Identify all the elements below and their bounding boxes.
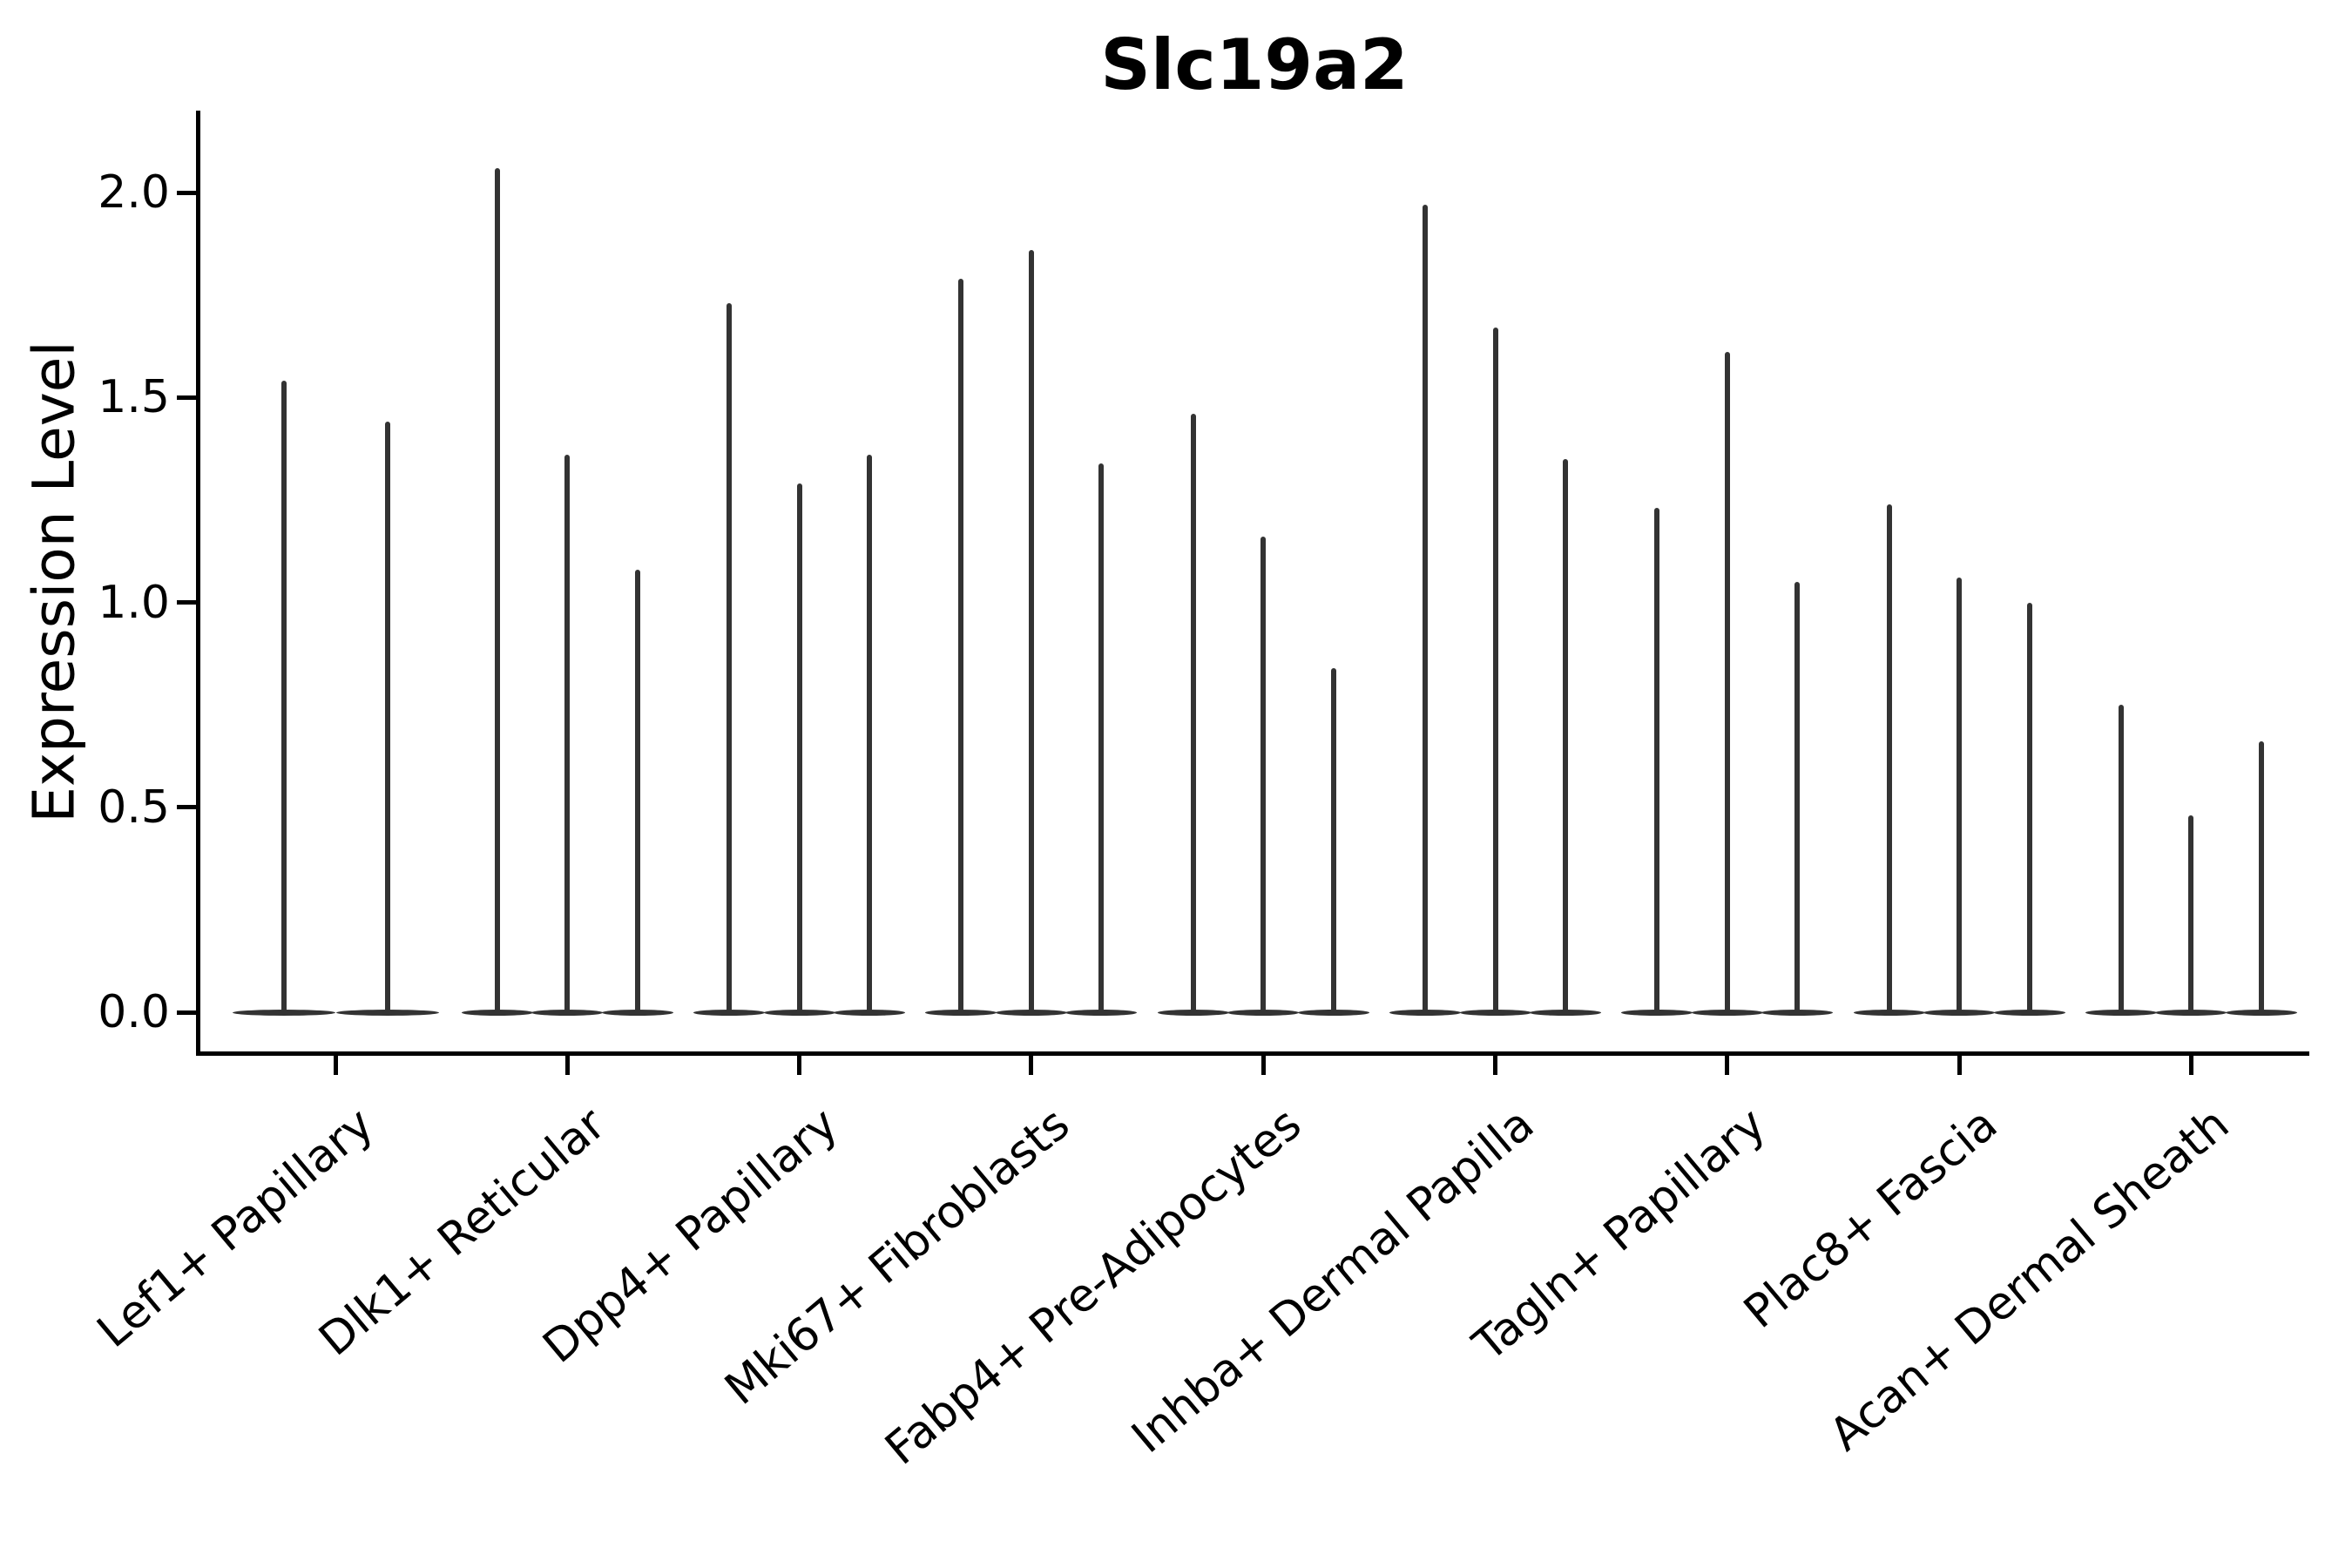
violin-base <box>531 1009 604 1016</box>
x-tick <box>1725 1056 1730 1075</box>
violin-base <box>1923 1009 1996 1016</box>
y-tick <box>177 395 196 400</box>
violin-spike <box>2258 741 2264 1012</box>
violin-base <box>1853 1009 1925 1016</box>
y-tick <box>177 805 196 810</box>
y-tick-label: 1.0 <box>98 576 170 629</box>
violin-spike <box>1886 504 1892 1012</box>
violin-base <box>1065 1009 1138 1016</box>
violin-base <box>693 1009 766 1016</box>
violin-base <box>461 1009 533 1016</box>
violin-base <box>763 1009 835 1016</box>
violin-base <box>1227 1009 1300 1016</box>
violin-base <box>1993 1009 2065 1016</box>
violin-spike <box>494 167 500 1012</box>
violin-base <box>1621 1009 1693 1016</box>
violin-spike <box>2026 602 2032 1012</box>
violin-base <box>335 1009 439 1016</box>
violin-base <box>1761 1009 1834 1016</box>
violin-spike <box>280 381 287 1012</box>
violin-base <box>1389 1009 1461 1016</box>
x-tick <box>797 1056 802 1075</box>
violin-spike <box>1654 508 1660 1012</box>
y-tick <box>177 600 196 605</box>
violin-spike <box>564 455 571 1012</box>
x-tick <box>1493 1056 1497 1075</box>
violin-base <box>2225 1009 2297 1016</box>
violin-spike <box>1492 328 1498 1012</box>
violin-spike <box>1190 414 1196 1012</box>
violin-spike <box>1794 581 1801 1012</box>
violin-base <box>1530 1009 1601 1016</box>
violin-spike <box>958 278 964 1012</box>
x-tick <box>1957 1056 1962 1075</box>
x-tick <box>1260 1056 1266 1075</box>
violin-base <box>2155 1009 2227 1016</box>
violin-spike <box>1098 463 1105 1012</box>
y-tick-label: 1.5 <box>98 371 170 424</box>
x-tick <box>333 1056 338 1075</box>
violin-spike <box>796 483 802 1012</box>
violin-spike <box>2188 815 2194 1012</box>
violin-base <box>834 1009 906 1016</box>
x-tick <box>2188 1056 2193 1075</box>
violin-spike <box>1957 578 1963 1012</box>
violin-base <box>1459 1009 1531 1016</box>
y-tick-label: 0.0 <box>98 986 170 1038</box>
violin-base <box>995 1009 1067 1016</box>
violin-spike <box>1423 205 1428 1012</box>
violin-spike <box>1028 249 1034 1012</box>
violin-base <box>601 1009 673 1016</box>
violin-spike <box>1563 458 1568 1012</box>
violin-spike <box>1260 537 1267 1012</box>
x-tick-label: Inhba+ Dermal Papilla <box>1121 1098 1544 1464</box>
violin-base <box>1297 1009 1369 1016</box>
violin-spike <box>2118 705 2124 1012</box>
violin-base <box>232 1009 335 1016</box>
x-axis-spine <box>196 1051 2309 1056</box>
violin-spike <box>634 569 640 1012</box>
y-tick-label: 0.5 <box>98 781 170 834</box>
violin-spike <box>384 422 390 1012</box>
violin-spike <box>1330 667 1336 1012</box>
violin-base <box>2085 1009 2157 1016</box>
chart-title: Slc19a2 <box>1100 24 1409 105</box>
x-tick-label: Fabp4+ Pre-Adipocytes <box>875 1098 1312 1476</box>
y-tick <box>177 1010 196 1015</box>
x-tick-label: Acan+ Dermal Sheath <box>1820 1098 2240 1462</box>
violin-spike <box>1724 352 1730 1012</box>
violin-spike <box>727 303 733 1012</box>
x-tick <box>564 1056 570 1075</box>
violin-base <box>1157 1009 1229 1016</box>
y-tick-label: 2.0 <box>98 166 170 219</box>
x-tick <box>1029 1056 1034 1075</box>
violin-base <box>925 1009 997 1016</box>
y-tick <box>177 190 196 195</box>
violin-base <box>1691 1009 1763 1016</box>
y-axis-spine <box>196 111 200 1056</box>
violin-spike <box>867 455 873 1012</box>
